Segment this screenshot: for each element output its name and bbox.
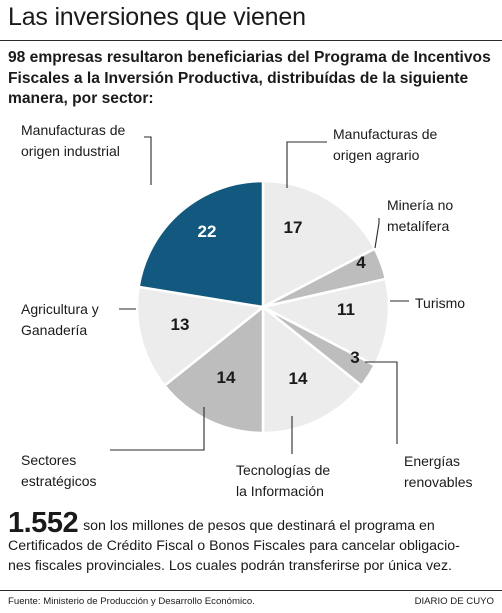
slice-category-label: Turismo <box>415 295 465 311</box>
slice-category-label: Agricultura y <box>21 301 99 317</box>
leader-line <box>365 361 398 444</box>
slice-category-label: Manufacturas de <box>21 122 125 138</box>
highlight-line: nes fiscales provinciales. Los cuales po… <box>8 558 452 574</box>
highlight-number: 1.552 <box>8 507 79 539</box>
slice-category-label: renovables <box>404 474 473 490</box>
highlight-paragraph: 1.552 son los millones de pesos que desti… <box>8 509 498 576</box>
slice-value-label: 17 <box>284 218 303 237</box>
page-title: Las inversiones que vienen <box>8 3 306 31</box>
slice-category-label: Minería no <box>387 197 453 213</box>
slice-category-label: origen agrario <box>333 147 420 163</box>
slice-category-label: Ganadería <box>21 322 87 338</box>
leader-line <box>110 407 205 451</box>
subtitle-line: Fiscales a la Inversión Productiva, dist… <box>8 69 469 87</box>
publisher-brand: DIARIO DE CUYO <box>414 596 494 607</box>
slice-value-label: 22 <box>198 222 217 241</box>
highlight-text: son los millones de pesos que destinará … <box>83 518 435 534</box>
pie-slice <box>261 304 364 435</box>
source-note: Fuente: Ministerio de Producción y Desar… <box>8 596 255 607</box>
leader-line <box>286 141 327 188</box>
leader-line <box>144 136 152 185</box>
subtitle-line: manera, por sector: <box>8 90 154 107</box>
slice-category-label: Energías <box>404 453 460 469</box>
chart-subtitle: 98 empresas resultaron beneficiarias del… <box>8 48 496 110</box>
leader-line <box>374 218 380 249</box>
slice-category-label: Sectores <box>21 452 76 468</box>
slice-category-label: origen industrial <box>21 143 120 159</box>
slice-value-label: 14 <box>289 369 308 388</box>
pie-slice <box>261 179 377 310</box>
footer-divider <box>0 590 502 591</box>
slice-value-label: 11 <box>337 300 355 319</box>
slice-category-label: estratégicos <box>21 473 96 489</box>
pie-slice <box>162 304 265 435</box>
slice-value-label: 3 <box>350 348 359 367</box>
title-divider <box>0 40 502 41</box>
highlight-line: Certificados de Crédito Fiscal o Bonos F… <box>8 538 460 554</box>
slice-category-label: Manufacturas de <box>333 126 437 142</box>
subtitle-line: 98 empresas resultaron beneficiarias del… <box>8 49 491 66</box>
slice-value-label: 4 <box>356 253 366 272</box>
slice-value-label: 14 <box>217 368 236 387</box>
slice-category-label: Tecnologías de <box>236 462 330 478</box>
slice-category-label: la Información <box>236 483 324 499</box>
slice-category-label: metalífera <box>387 218 449 234</box>
pie-slice <box>137 179 265 309</box>
highlight-line: 1.552 son los millones de pesos que desti… <box>8 509 498 538</box>
pie-slice <box>259 277 391 367</box>
slice-value-label: 13 <box>171 315 190 334</box>
pie-slice <box>135 285 266 388</box>
